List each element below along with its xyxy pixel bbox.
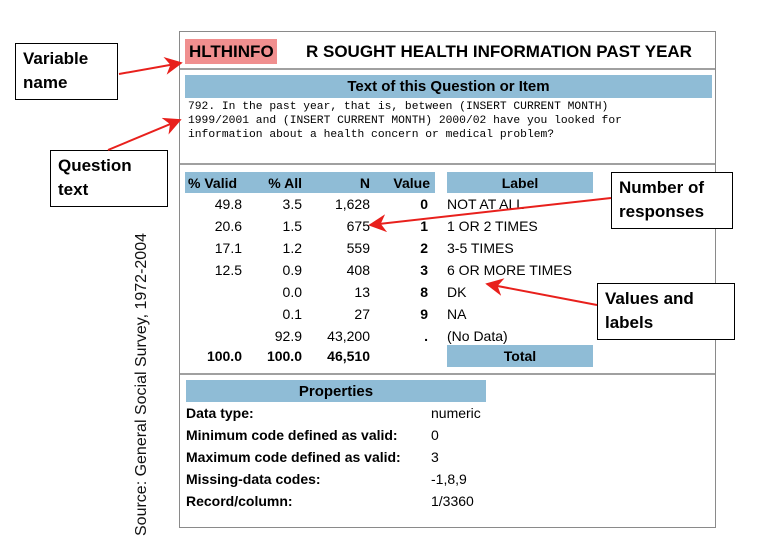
cell-all: 1.2 (282, 240, 302, 256)
variable-name: HLTHINFO (185, 39, 277, 64)
cell-n: 13 (354, 284, 370, 300)
cell-value: 0 (420, 196, 428, 212)
question-line: 792. In the past year, that is, between … (188, 101, 609, 113)
property-value: -1,8,9 (431, 471, 467, 487)
arrow-to-n-column (368, 197, 612, 233)
cell-n: 408 (346, 262, 370, 278)
arrow-to-question-text (107, 117, 182, 151)
table-header-bar (185, 172, 435, 193)
property-value: 1/3360 (431, 493, 474, 509)
variable-title: R SOUGHT HEALTH INFORMATION PAST YEAR (306, 42, 692, 61)
codebook-card: HLTHINFO R SOUGHT HEALTH INFORMATION PAS… (179, 31, 716, 528)
cell-valid: 17.1 (214, 240, 242, 256)
callout-question-text: Question text (50, 150, 168, 207)
total-label-bar (447, 345, 593, 367)
cell-all: 3.5 (282, 196, 302, 212)
total-valid: 100.0 (206, 348, 242, 364)
callout-line: Number of (619, 178, 704, 197)
cell-n: 675 (346, 218, 370, 234)
cell-valid: 20.6 (214, 218, 242, 234)
source-caption: Source: General Social Survey, 1972-2004 (133, 233, 150, 536)
cell-all: 1.5 (282, 218, 302, 234)
callout-values-and-labels: Values and labels (597, 283, 735, 340)
callout-number-of-responses: Number of responses (611, 172, 733, 229)
cell-value: 3 (420, 262, 428, 278)
property-value: 0 (431, 427, 439, 443)
col-header-n: N (359, 175, 370, 191)
cell-valid: 12.5 (214, 262, 242, 278)
cell-value: 2 (420, 240, 428, 256)
cell-label: 6 OR MORE TIMES (447, 262, 572, 278)
property-value: numeric (431, 405, 481, 421)
callout-line: responses (619, 202, 705, 221)
total-n: 46,510 (327, 348, 370, 364)
cell-n: 43,200 (327, 328, 370, 344)
callout-line: text (58, 180, 89, 199)
properties-header: Properties (186, 380, 486, 402)
cell-label: (No Data) (447, 328, 508, 344)
callout-line: Question (58, 156, 132, 175)
arrow-to-variable-name (118, 56, 183, 75)
callout-line: name (23, 73, 68, 92)
label-header-bar (447, 172, 593, 193)
arrow-to-labels (485, 278, 598, 306)
cell-n: 559 (346, 240, 370, 256)
total-all: 100.0 (266, 348, 302, 364)
question-line: information about a health concern or me… (188, 129, 555, 141)
callout-line: labels (605, 313, 654, 332)
divider (180, 373, 715, 375)
cell-value: 8 (420, 284, 428, 300)
property-label: Data type: (186, 405, 254, 421)
cell-label: DK (447, 284, 467, 300)
question-line: 1999/2001 and (INSERT CURRENT MONTH) 200… (188, 115, 622, 127)
total-label: Total (503, 348, 537, 364)
property-value: 3 (431, 449, 439, 465)
cell-value: 1 (420, 218, 428, 234)
col-header-all: % All (268, 175, 302, 191)
cell-label: 1 OR 2 TIMES (447, 218, 538, 234)
col-header-label: Label (501, 175, 539, 191)
property-label: Missing-data codes: (186, 471, 321, 487)
col-header-value: Value (393, 175, 430, 191)
question-header: Text of this Question or Item (185, 75, 712, 98)
property-label: Record/column: (186, 493, 293, 509)
property-label: Minimum code defined as valid: (186, 427, 398, 443)
cell-value: 9 (420, 306, 428, 322)
question-text: 792. In the past year, that is, between … (188, 100, 713, 142)
cell-label: NA (447, 306, 467, 322)
cell-all: 0.1 (282, 306, 302, 322)
callout-line: Variable (23, 49, 89, 68)
callout-line: Values and (605, 289, 694, 308)
cell-all: 92.9 (274, 328, 302, 344)
divider (180, 68, 715, 70)
col-header-valid: % Valid (188, 175, 238, 191)
cell-label: NOT AT ALL (447, 196, 525, 212)
cell-n: 1,628 (334, 196, 370, 212)
cell-value: . (424, 328, 428, 344)
property-label: Maximum code defined as valid: (186, 449, 401, 465)
cell-all: 0.0 (282, 284, 302, 300)
cell-n: 27 (354, 306, 370, 322)
callout-variable-name: Variable name (15, 43, 118, 100)
divider (180, 163, 715, 165)
cell-valid: 49.8 (214, 196, 242, 212)
cell-label: 3-5 TIMES (447, 240, 514, 256)
cell-all: 0.9 (282, 262, 302, 278)
